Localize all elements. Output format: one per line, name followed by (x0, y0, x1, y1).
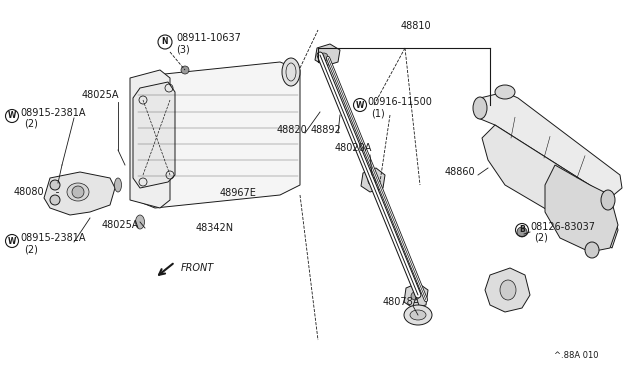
Polygon shape (545, 165, 618, 252)
Polygon shape (133, 82, 175, 188)
Ellipse shape (136, 215, 145, 229)
Text: 48892: 48892 (311, 125, 342, 135)
Text: 48025A: 48025A (82, 90, 120, 100)
Text: 48342N: 48342N (196, 223, 234, 233)
Text: (2): (2) (24, 119, 38, 129)
Ellipse shape (601, 190, 615, 210)
Ellipse shape (115, 178, 122, 192)
Ellipse shape (67, 183, 89, 201)
Circle shape (181, 66, 189, 74)
Circle shape (368, 177, 376, 185)
Text: (2): (2) (24, 244, 38, 254)
Text: 08915-2381A: 08915-2381A (20, 108, 86, 118)
Circle shape (517, 227, 527, 237)
Polygon shape (130, 70, 170, 208)
Circle shape (72, 186, 84, 198)
Circle shape (50, 195, 60, 205)
Polygon shape (315, 44, 340, 66)
Text: (3): (3) (176, 44, 189, 54)
Ellipse shape (473, 97, 487, 119)
Ellipse shape (282, 58, 300, 86)
Circle shape (411, 292, 419, 300)
Text: 08915-2381A: 08915-2381A (20, 233, 86, 243)
Text: 48025A: 48025A (102, 220, 140, 230)
Circle shape (50, 180, 60, 190)
Text: 00916-11500: 00916-11500 (367, 97, 432, 107)
Ellipse shape (404, 305, 432, 325)
Text: 48820: 48820 (277, 125, 308, 135)
Ellipse shape (585, 242, 599, 258)
Polygon shape (485, 268, 530, 312)
Text: 48080: 48080 (14, 187, 45, 197)
Text: B: B (519, 225, 525, 234)
Text: W: W (356, 100, 364, 109)
Circle shape (320, 53, 328, 61)
Text: 48967E: 48967E (220, 188, 257, 198)
Ellipse shape (495, 85, 515, 99)
Text: 48860: 48860 (445, 167, 476, 177)
Text: W: W (8, 237, 16, 246)
Ellipse shape (410, 310, 426, 320)
Text: FRONT: FRONT (181, 263, 214, 273)
Text: (1): (1) (371, 108, 385, 118)
Text: N: N (162, 38, 168, 46)
Ellipse shape (500, 280, 516, 300)
Polygon shape (135, 62, 300, 208)
Polygon shape (44, 172, 115, 215)
Text: (2): (2) (534, 233, 548, 243)
Text: W: W (8, 112, 16, 121)
Text: ^.88A 010: ^.88A 010 (554, 352, 598, 360)
Text: 08911-10637: 08911-10637 (176, 33, 241, 43)
Text: 48020A: 48020A (335, 143, 372, 153)
Text: 08126-83037: 08126-83037 (530, 222, 595, 232)
Polygon shape (478, 92, 622, 198)
Text: 48810: 48810 (401, 21, 431, 31)
Text: 48078A: 48078A (383, 297, 420, 307)
Polygon shape (482, 125, 618, 248)
Polygon shape (361, 168, 385, 192)
Polygon shape (404, 283, 428, 308)
